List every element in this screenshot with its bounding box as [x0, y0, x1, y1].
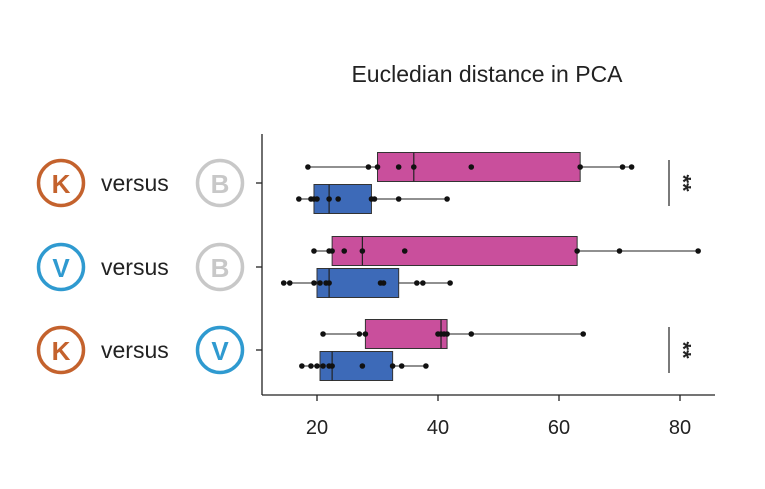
- right-badge-letter: B: [211, 169, 230, 199]
- x-tick-label: 20: [306, 417, 328, 439]
- box: [377, 152, 581, 182]
- left-badge-circle: [36, 325, 86, 375]
- data-point: [335, 196, 341, 202]
- data-point: [286, 280, 293, 286]
- data-point: [356, 331, 363, 337]
- data-point: [411, 164, 417, 170]
- data-point: [311, 280, 317, 286]
- x-tick-label: 80: [669, 417, 691, 439]
- right-badge-letter: V: [211, 336, 229, 366]
- data-point: [308, 363, 314, 369]
- right-badge-circle: [195, 158, 245, 208]
- data-point: [619, 164, 626, 170]
- box: [313, 184, 372, 214]
- left-badge-circle: [36, 242, 86, 292]
- x-tick-label: 40: [427, 417, 449, 439]
- box: [331, 236, 578, 266]
- significance-label: **: [671, 174, 696, 192]
- data-point: [380, 280, 387, 286]
- right-badge-circle: [195, 325, 245, 375]
- data-point: [305, 164, 311, 170]
- left-badge-letter: V: [52, 253, 70, 283]
- box: [364, 319, 448, 349]
- data-point: [577, 164, 583, 170]
- left-badge-circle: [36, 158, 86, 208]
- data-point: [574, 248, 580, 254]
- data-point: [444, 331, 450, 337]
- data-point: [359, 363, 366, 369]
- data-point: [311, 248, 317, 254]
- data-point: [628, 164, 635, 170]
- versus-label: versus: [101, 337, 169, 363]
- right-badge-letter: B: [211, 253, 230, 283]
- data-point: [326, 196, 332, 202]
- data-point: [695, 248, 701, 254]
- data-point: [616, 248, 623, 254]
- data-point: [317, 280, 323, 286]
- data-point: [580, 331, 586, 337]
- data-point: [371, 196, 378, 202]
- axes: 20 40 60 80: [256, 134, 715, 439]
- data-point: [359, 248, 366, 254]
- data-point: [423, 363, 429, 369]
- data-point: [389, 363, 396, 369]
- data-point: [447, 280, 453, 286]
- chart-title: Eucledian distance in PCA: [351, 61, 623, 87]
- data-point: [320, 363, 326, 369]
- data-point: [296, 196, 302, 202]
- left-badge-letter: K: [52, 336, 71, 366]
- data-point: [414, 280, 420, 286]
- data-point: [362, 331, 369, 337]
- data-point: [395, 196, 402, 202]
- data-point: [314, 363, 320, 369]
- significance-label: **: [671, 341, 696, 359]
- data-point: [444, 196, 450, 202]
- versus-label: versus: [101, 254, 169, 280]
- data-point: [395, 164, 402, 170]
- data-point: [420, 280, 426, 286]
- data-point: [468, 331, 475, 337]
- data-point: [374, 164, 381, 170]
- data-point: [398, 363, 405, 369]
- data-point: [280, 280, 287, 286]
- left-badge-letter: K: [52, 169, 71, 199]
- data-point: [329, 363, 335, 369]
- x-tick-label: 60: [548, 417, 570, 439]
- data-point: [314, 196, 320, 202]
- right-badge-circle: [195, 242, 245, 292]
- versus-label: versus: [101, 170, 169, 196]
- data-point: [401, 248, 408, 254]
- data-point: [299, 363, 305, 369]
- data-point: [365, 164, 372, 170]
- data-point: [326, 280, 332, 286]
- data-point: [329, 248, 335, 254]
- data-point: [320, 331, 326, 337]
- data-point: [468, 164, 475, 170]
- boxes: ** **: [280, 152, 701, 381]
- data-point: [341, 248, 348, 254]
